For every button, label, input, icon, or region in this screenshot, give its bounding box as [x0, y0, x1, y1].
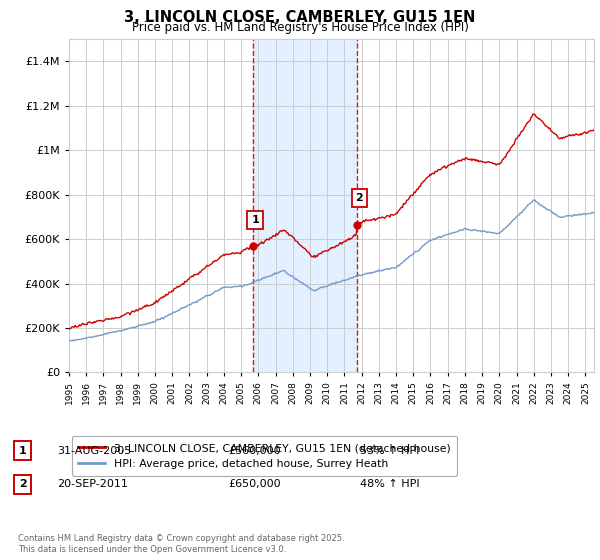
Legend: 3, LINCOLN CLOSE, CAMBERLEY, GU15 1EN (detached house), HPI: Average price, deta: 3, LINCOLN CLOSE, CAMBERLEY, GU15 1EN (d… [72, 436, 457, 475]
Text: 1: 1 [19, 446, 26, 456]
Text: £560,000: £560,000 [228, 446, 281, 456]
Text: 31-AUG-2005: 31-AUG-2005 [57, 446, 131, 456]
Bar [253, 39, 357, 372]
Text: 2: 2 [356, 193, 363, 203]
Text: 3, LINCOLN CLOSE, CAMBERLEY, GU15 1EN: 3, LINCOLN CLOSE, CAMBERLEY, GU15 1EN [124, 10, 476, 25]
Text: 2: 2 [19, 479, 26, 489]
Text: 20-SEP-2011: 20-SEP-2011 [57, 479, 128, 489]
Text: Contains HM Land Registry data © Crown copyright and database right 2025.
This d: Contains HM Land Registry data © Crown c… [18, 534, 344, 554]
Text: 1: 1 [251, 214, 259, 225]
Text: 48% ↑ HPI: 48% ↑ HPI [360, 479, 419, 489]
Text: £650,000: £650,000 [228, 479, 281, 489]
Text: Price paid vs. HM Land Registry's House Price Index (HPI): Price paid vs. HM Land Registry's House … [131, 21, 469, 34]
Text: 53% ↑ HPI: 53% ↑ HPI [360, 446, 419, 456]
